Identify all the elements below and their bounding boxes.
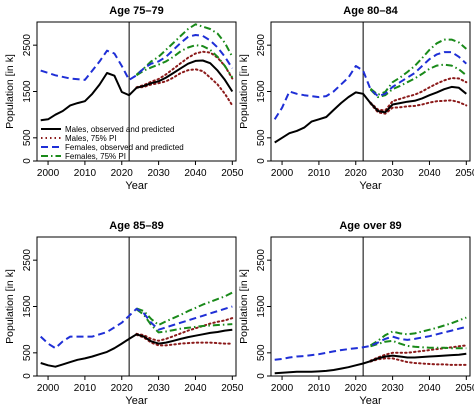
x-tick-label: 2010 (74, 383, 97, 394)
x-axis-label: Year (359, 180, 382, 192)
y-tick-label: 500 (256, 129, 267, 146)
x-tick-label: 2030 (381, 168, 404, 179)
y-axis-label: Population [in k] (238, 54, 250, 129)
x-tick-label: 2000 (37, 383, 60, 394)
x-tick-label: 2020 (345, 383, 368, 394)
x-tick-label: 2020 (345, 168, 368, 179)
legend-label: Males, 75% PI (65, 134, 117, 143)
y-tick-label: 2500 (256, 249, 267, 272)
series-group (40, 237, 234, 376)
x-axis-label: Year (125, 180, 148, 192)
x-tick-label: 2050 (221, 383, 244, 394)
series-line-dashdot (135, 23, 234, 76)
y-tick-label: 2500 (256, 34, 267, 57)
y-tick-label: 0 (256, 158, 267, 164)
y-tick-label: 0 (22, 373, 33, 379)
x-tick-label: 2000 (37, 168, 60, 179)
x-tick-label: 2030 (147, 383, 170, 394)
legend-label: Females, 75% PI (65, 152, 126, 161)
series-line-dashed (40, 34, 234, 81)
series-line-dashdot (135, 44, 234, 79)
series-line-solid (274, 85, 467, 144)
y-tick-label: 2500 (22, 34, 33, 57)
series-line-dashdot (370, 339, 467, 350)
y-tick-label: 1500 (256, 295, 267, 318)
x-tick-label: 2010 (74, 168, 97, 179)
series-line-dotted (135, 317, 234, 342)
series-line-dotted (135, 333, 234, 347)
x-tick-label: 2040 (418, 383, 441, 394)
series-group (40, 22, 234, 161)
y-axis-label: Population [in k] (238, 269, 250, 344)
y-tick-label: 500 (22, 129, 33, 146)
y-tick-label: 1500 (256, 80, 267, 103)
x-tick-label: 2010 (308, 383, 331, 394)
series-line-dotted (369, 77, 468, 112)
x-axis-label: Year (359, 395, 382, 407)
series-line-dotted (135, 68, 234, 107)
y-axis-label: Population [in k] (4, 269, 16, 344)
y-tick-label: 500 (256, 344, 267, 361)
y-tick-label: 0 (22, 158, 33, 164)
series-line-dashdot (136, 291, 233, 326)
series-line-dashdot (135, 308, 233, 334)
x-axis-label: Year (125, 395, 148, 407)
x-tick-label: 2030 (381, 383, 404, 394)
x-tick-label: 2050 (455, 168, 474, 179)
x-tick-label: 2050 (455, 383, 474, 394)
series-line-solid (40, 59, 234, 122)
x-tick-label: 2040 (184, 383, 207, 394)
x-tick-label: 2000 (271, 168, 294, 179)
series-line-dashdot (369, 316, 467, 347)
x-tick-label: 2050 (221, 168, 244, 179)
series-group (273, 22, 468, 161)
panel-4: Age over 89 2000 2010 2020 2030 2040 2050 0 500 1… (238, 220, 474, 407)
y-tick-label: 0 (256, 373, 267, 379)
series-line-dotted (369, 344, 468, 362)
y-tick-label: 500 (22, 344, 33, 361)
y-tick-label: 2500 (22, 249, 33, 272)
panel-2: Age 80–84 2000 2010 2020 2030 2040 2050 0 500 150… (238, 5, 474, 192)
series-line-solid (40, 328, 233, 368)
panel-1: Age 75–79 2000 2010 2020 2030 2040 2050 0 500 150… (4, 5, 244, 192)
panel-3: Age 85–89 2000 2010 2020 2030 2040 2050 0 500 150… (4, 220, 244, 407)
y-tick-label: 1500 (22, 295, 33, 318)
x-tick-label: 2030 (147, 168, 170, 179)
plot-frame (36, 236, 237, 377)
panel-title: Age 85–89 (109, 220, 163, 232)
series-line-dashdot (369, 63, 467, 99)
x-tick-label: 2010 (308, 168, 331, 179)
x-tick-label: 2040 (418, 168, 441, 179)
panel-title: Age 80–84 (343, 5, 398, 17)
panel-title: Age 75–79 (109, 5, 163, 17)
series-line-dotted (369, 357, 468, 366)
series-line-dashdot (369, 38, 467, 96)
x-tick-label: 2040 (184, 168, 207, 179)
series-line-dashed (274, 325, 467, 361)
series-line-dotted (369, 99, 468, 115)
x-tick-label: 2020 (111, 168, 134, 179)
legend-label: Males, observed and predicted (65, 125, 174, 134)
x-tick-label: 2000 (271, 383, 294, 394)
y-tick-label: 1500 (22, 80, 33, 103)
y-axis-label: Population [in k] (4, 54, 16, 129)
series-line-dashed (273, 51, 467, 120)
series-line-dashed (40, 305, 233, 350)
x-tick-label: 2020 (111, 383, 134, 394)
series-line-solid (274, 352, 467, 375)
panel-title: Age over 89 (339, 220, 401, 232)
legend-label: Females, observed and predicted (65, 143, 184, 152)
series-group (274, 237, 468, 376)
